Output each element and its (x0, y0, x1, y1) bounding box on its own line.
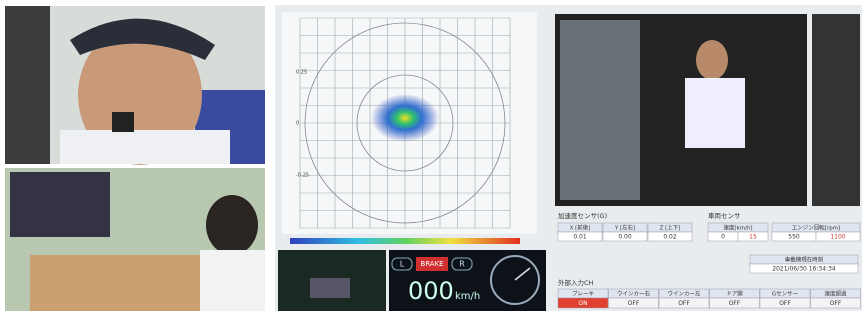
input-label: ウインカー右 (617, 290, 651, 298)
input-state: OFF (729, 300, 741, 307)
input-label: Gセンサー (772, 291, 798, 298)
speed-display: L BRAKE R 000 km/h (389, 250, 546, 311)
input-state: OFF (628, 300, 640, 307)
input-state: OFF (678, 300, 690, 307)
input-label: 速度超過 (824, 290, 847, 298)
brake-indicator: BRAKE (420, 260, 443, 268)
input-state: ON (578, 300, 587, 307)
input-label: ウインカー左 (667, 290, 701, 298)
driver-photo (5, 6, 265, 165)
value: 0 (721, 234, 725, 241)
input-label: ブレーキ (572, 290, 594, 298)
tick-label: -0.25 (296, 173, 309, 179)
input-state: OFF (779, 300, 791, 307)
input-label: ドア開 (726, 291, 743, 298)
column-header: Y [左右] (614, 224, 635, 232)
tick-label: 0 (296, 121, 299, 127)
value: 15 (749, 234, 757, 241)
panel-title: 車両センサ (708, 211, 741, 220)
right-indicator: R (459, 260, 465, 269)
clock-value: 2021/06/30 16:34:34 (772, 266, 836, 273)
value: 0.01 (573, 234, 587, 241)
page: 0.25 0 -0.25 L BRAKE R 000 km/h 加速度センサ(G… (0, 0, 862, 311)
scatter-plot: 0.25 0 -0.25 (282, 12, 537, 244)
tick-label: 0.25 (296, 70, 307, 76)
value: 1100 (830, 234, 845, 241)
column-header: 速度[km/h] (723, 224, 752, 232)
camera-view (555, 14, 860, 206)
column-header: エンジン回転[rpm] (792, 225, 840, 232)
panel-title: 加速度センサ(G) (558, 211, 607, 220)
clock-label: 車載機現在時刻 (785, 256, 824, 264)
operator-photo (5, 168, 265, 311)
column-header: X [前後] (570, 224, 591, 232)
3d-view (278, 250, 386, 311)
value: 550 (788, 234, 800, 241)
value: 0.00 (618, 234, 632, 241)
speed-value: 000 (408, 277, 454, 305)
value: 0.02 (663, 234, 677, 241)
speed-unit: km/h (455, 291, 480, 302)
left-indicator: L (400, 260, 405, 269)
input-state: OFF (830, 300, 842, 307)
collage: 0.25 0 -0.25 L BRAKE R 000 km/h 加速度センサ(G… (0, 0, 862, 311)
column-header: Z [上下] (660, 224, 681, 232)
panel-title: 外部入力CH (558, 278, 594, 287)
